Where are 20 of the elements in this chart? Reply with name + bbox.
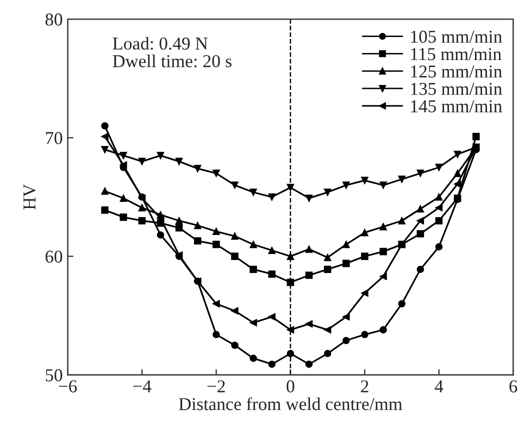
legend-label: 145 mm/min xyxy=(411,100,502,112)
x-tick-label: −6 xyxy=(59,380,77,392)
y-tick-label: 60 xyxy=(46,250,62,263)
legend-label: 105 mm/min xyxy=(411,30,502,43)
x-axis-title: Distance from weld centre/mm xyxy=(178,397,402,410)
x-tick-label: −4 xyxy=(133,380,152,392)
legend-label: 115 mm/min xyxy=(411,48,502,60)
x-tick-label: 4 xyxy=(434,380,444,392)
x-tick-label: 6 xyxy=(509,380,518,392)
y-tick-label: 70 xyxy=(46,132,62,144)
y-tick-label: 80 xyxy=(46,13,62,26)
y-tick-label: 50 xyxy=(46,369,62,382)
x-tick-label: 2 xyxy=(360,380,368,392)
y-axis-title: HV xyxy=(24,184,36,210)
annotation: Load: 0.49 N xyxy=(112,36,208,50)
legend-label: 125 mm/min xyxy=(411,65,502,78)
annotation: Dwell time: 20 s xyxy=(112,54,232,68)
legend-label: 135 mm/min xyxy=(411,82,502,95)
x-tick-label: 0 xyxy=(286,380,294,392)
x-tick-label: −2 xyxy=(208,380,225,392)
